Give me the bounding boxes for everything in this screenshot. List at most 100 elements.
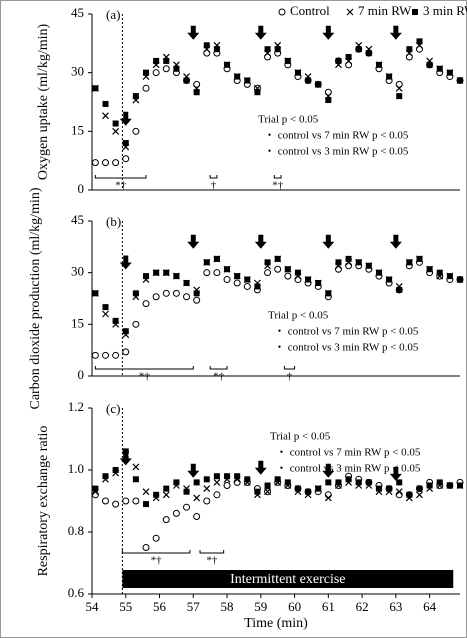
point: [375, 269, 382, 276]
y-tick-label: 30: [71, 264, 84, 279]
point: [315, 280, 322, 286]
y-tick-label: 0: [78, 181, 85, 196]
y-tick-label: 15: [71, 315, 84, 330]
point: [436, 65, 443, 72]
bracket: [209, 175, 218, 179]
y-tick-label: 45: [71, 212, 84, 227]
point: [183, 488, 190, 495]
arrow: [389, 234, 402, 249]
point: [183, 293, 191, 301]
point: [173, 65, 180, 72]
bracket-label: *†: [272, 180, 284, 192]
point: [335, 57, 342, 64]
point: [315, 485, 322, 492]
point: [436, 479, 443, 486]
point: [203, 259, 210, 266]
point: [224, 266, 231, 273]
point: [132, 290, 139, 297]
point: [365, 50, 372, 57]
point: [112, 159, 120, 167]
point: [213, 255, 220, 262]
point: [112, 351, 120, 359]
point: [264, 53, 272, 61]
point: [223, 482, 231, 489]
point: [153, 491, 160, 498]
point: [92, 290, 99, 297]
point: [375, 485, 382, 492]
point: [244, 77, 251, 84]
point: [162, 516, 170, 524]
point: [396, 286, 403, 293]
point: [375, 61, 382, 68]
stat-text: ・ control vs 3 min RW p < 0.05: [264, 146, 409, 158]
point: [284, 57, 291, 64]
y-tick-label: 0.6: [68, 585, 85, 600]
point: [284, 479, 291, 486]
point: [406, 259, 413, 266]
point: [213, 269, 221, 277]
point: [112, 120, 119, 127]
point: [102, 100, 109, 107]
point: [223, 276, 231, 284]
point: [274, 265, 282, 273]
point: [203, 485, 211, 493]
x-tick-label: 64: [423, 599, 437, 614]
stat-text: ・ control vs 3 min RW p < 0.05: [274, 342, 419, 354]
point: [132, 497, 140, 505]
point: [325, 479, 332, 486]
x-tick-label: 57: [187, 599, 201, 614]
point: [426, 266, 433, 273]
bracket: [121, 550, 191, 554]
arrow: [187, 25, 200, 40]
point: [132, 127, 140, 135]
point: [162, 491, 170, 499]
bracket: [283, 366, 296, 370]
point: [172, 509, 180, 517]
point: [102, 310, 109, 318]
y-tick-label: 1.2: [68, 399, 84, 414]
x-tick-label: 60: [288, 599, 301, 614]
point: [315, 81, 322, 88]
point: [243, 282, 251, 290]
point: [102, 351, 110, 359]
stat-text: ・ control vs 3 min RW p < 0.05: [276, 463, 421, 475]
bracket-label: *†: [213, 371, 225, 383]
point: [426, 482, 433, 489]
x-tick-label: 63: [389, 599, 402, 614]
point: [244, 476, 251, 483]
point: [324, 88, 332, 96]
panel-label: (a): [106, 7, 120, 22]
stat-text: Trial p < 0.05: [258, 114, 319, 126]
point: [153, 57, 160, 64]
point: [406, 491, 413, 498]
bracket: [273, 175, 282, 179]
y-tick-label: 15: [71, 122, 84, 137]
point: [264, 482, 271, 489]
bracket-label: †: [211, 180, 217, 192]
point: [203, 269, 211, 277]
point: [244, 276, 251, 283]
point: [173, 273, 180, 280]
point: [193, 89, 200, 96]
point: [102, 112, 109, 120]
point: [386, 276, 393, 283]
point: [436, 269, 443, 276]
point: [193, 479, 200, 486]
point: [395, 84, 403, 92]
point: [335, 479, 342, 486]
point: [132, 476, 139, 483]
point: [203, 497, 211, 505]
arrow: [119, 111, 132, 126]
point: [183, 503, 191, 511]
point: [102, 497, 110, 505]
point: [325, 97, 332, 104]
point: [132, 320, 140, 328]
point: [224, 61, 231, 68]
point: [213, 478, 221, 486]
bracket-label: *†: [115, 180, 127, 192]
point: [102, 159, 110, 167]
stat-text: ・ control vs 7 min RW p < 0.05: [276, 447, 421, 459]
arrow: [389, 25, 402, 40]
stat-text: ・ control vs 7 min RW p < 0.05: [274, 326, 419, 338]
point: [264, 259, 271, 266]
